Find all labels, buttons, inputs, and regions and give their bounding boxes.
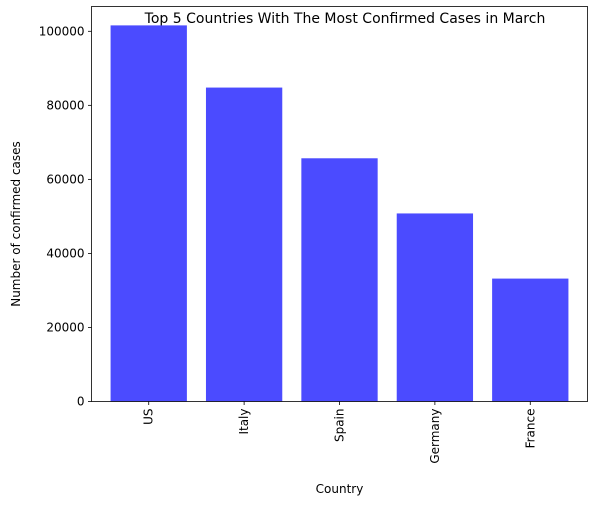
x-tick-label: France	[523, 409, 537, 449]
bar-us	[111, 25, 187, 401]
y-axis-label: Number of confirmed cases	[9, 141, 23, 307]
y-tick-label: 0	[77, 395, 85, 409]
x-tick-label: Italy	[237, 409, 251, 435]
bar-italy	[206, 88, 282, 402]
y-tick-label: 40000	[46, 246, 84, 260]
bar-france	[492, 279, 568, 402]
y-tick-label: 20000	[46, 320, 84, 334]
chart-title: Top 5 Countries With The Most Confirmed …	[144, 11, 546, 27]
x-tick-label: US	[142, 409, 156, 425]
x-axis-label: Country	[316, 482, 364, 496]
y-tick-label: 100000	[39, 24, 85, 38]
x-tick-label: Spain	[333, 409, 347, 443]
bar-germany	[397, 213, 473, 401]
bar-spain	[301, 158, 377, 401]
x-tick-label: Germany	[428, 409, 442, 464]
y-tick-label: 60000	[46, 172, 84, 186]
y-tick-label: 80000	[46, 98, 84, 112]
